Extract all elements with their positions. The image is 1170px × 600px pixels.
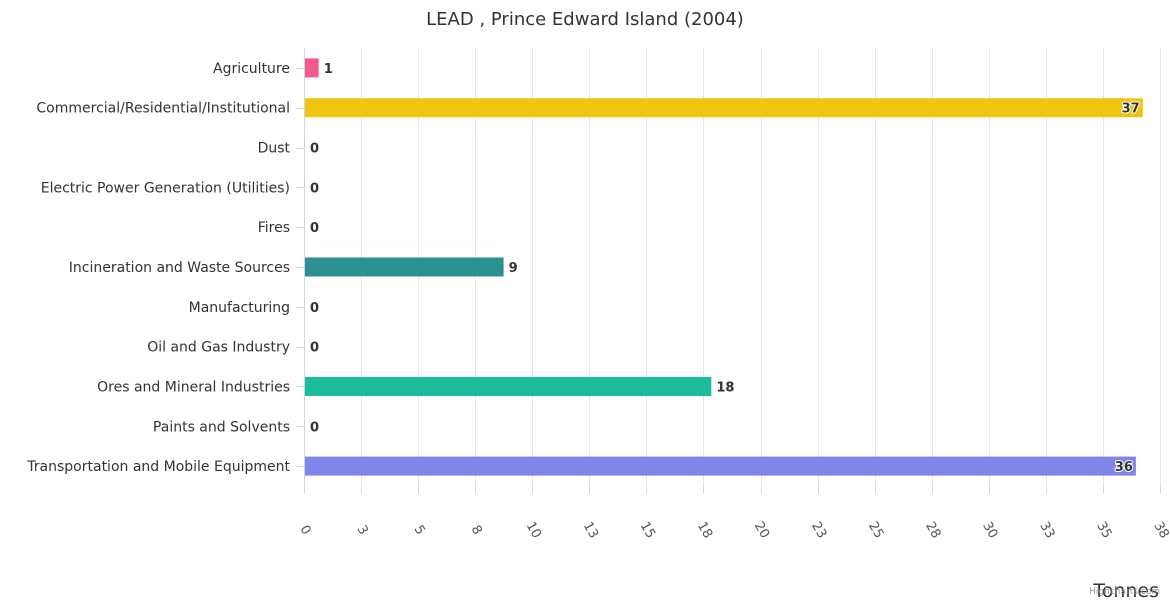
value-axis: 0 3 5 8 10 13 15 18 20 23 25 28 30 33 35 38 [296, 486, 1170, 541]
grid-lines [304, 48, 1161, 486]
data-label: 0 [310, 142, 319, 157]
bar[interactable] [305, 58, 319, 78]
value-tick-label: 30 [979, 519, 1000, 541]
bar[interactable] [305, 257, 504, 277]
data-label: 0 [310, 420, 319, 435]
value-tick-label: 38 [1150, 519, 1170, 541]
category-label: Manufacturing [189, 300, 290, 316]
data-label: 37 [1122, 102, 1140, 117]
category-label: Oil and Gas Industry [147, 340, 290, 356]
x-axis-title: Tonnes [1092, 580, 1159, 600]
data-label: 0 [310, 301, 319, 316]
value-tick-label: 13 [580, 519, 601, 541]
value-tick-label: 18 [694, 519, 715, 541]
chart-title: LEAD , Prince Edward Island (2004) [426, 9, 744, 30]
value-tick-label: 5 [411, 523, 428, 538]
value-tick-label: 0 [296, 523, 313, 538]
value-tick-label: 20 [751, 519, 772, 541]
data-label: 18 [716, 380, 734, 395]
category-label: Paints and Solvents [153, 419, 290, 435]
value-tick-label: 33 [1036, 519, 1057, 541]
data-label: 1 [324, 62, 333, 77]
category-label: Dust [258, 141, 291, 157]
value-tick-label: 28 [922, 519, 943, 541]
data-label: 36 [1115, 460, 1133, 475]
value-tick-label: 10 [523, 519, 544, 541]
bar-series [305, 58, 1143, 476]
bar[interactable] [305, 456, 1136, 476]
value-tick-label: 8 [468, 523, 485, 538]
bar[interactable] [305, 98, 1143, 118]
category-label: Fires [258, 220, 290, 236]
chart-credit[interactable]: Highcharts.com [1089, 587, 1160, 597]
category-label: Agriculture [213, 61, 290, 77]
value-tick-label: 3 [354, 523, 371, 538]
bar[interactable] [305, 376, 712, 396]
data-label: 0 [310, 221, 319, 236]
category-label: Electric Power Generation (Utilities) [41, 180, 290, 196]
category-label: Commercial/Residential/Institutional [36, 101, 290, 117]
category-label: Ores and Mineral Industries [97, 379, 290, 395]
category-label: Transportation and Mobile Equipment [26, 459, 290, 475]
data-labels: 1 37 0 0 0 9 0 0 18 0 36 [309, 61, 1141, 476]
category-axis: Agriculture Commercial/Residential/Instit… [26, 48, 305, 486]
data-label: 0 [310, 181, 319, 196]
category-label: Incineration and Waste Sources [69, 260, 290, 276]
value-tick-label: 25 [865, 519, 886, 541]
value-tick-label: 35 [1093, 519, 1114, 541]
data-label: 0 [310, 341, 319, 356]
value-tick-label: 15 [637, 519, 658, 541]
data-label: 9 [509, 261, 518, 276]
value-tick-label: 23 [808, 519, 829, 541]
